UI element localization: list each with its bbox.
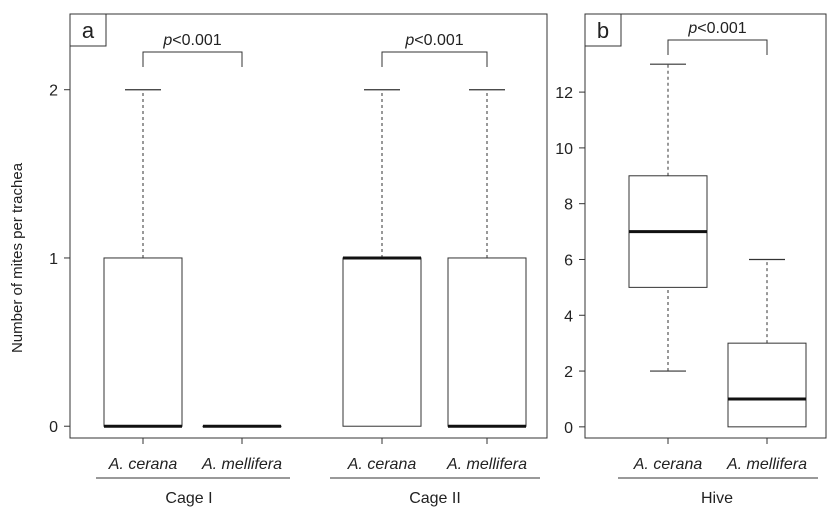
box-1 [103, 89, 183, 428]
panel-a: a 0 1 2 A. cerana A. mellifera A. cerana A. mel… [49, 13, 548, 507]
y-tick-label: 1 [49, 251, 58, 268]
p-value-label: p<0.001 [404, 32, 463, 49]
x-tick-label: A. cerana [108, 456, 178, 473]
y-tick-label: 6 [564, 252, 573, 269]
x-tick-label: A. mellifera [726, 456, 807, 473]
panel-label-box [69, 13, 107, 47]
box-body [727, 342, 807, 428]
box-2 [202, 424, 282, 428]
box-body [103, 257, 183, 427]
group-label: Cage I [165, 490, 212, 507]
box-3 [342, 89, 422, 427]
significance-bracket [142, 51, 243, 67]
panel-label: a [82, 18, 95, 43]
y-tick-label: 10 [555, 141, 573, 158]
y-tick-label: 2 [49, 83, 58, 100]
plot-frame [69, 13, 548, 439]
y-tick-label: 4 [564, 308, 573, 325]
box-2 [727, 258, 807, 428]
box-body [447, 257, 527, 427]
x-tick-label: A. cerana [633, 456, 703, 473]
group-label: Cage II [409, 490, 461, 507]
panel-label-box [584, 13, 622, 47]
y-tick-label: 0 [49, 419, 58, 436]
box-body [342, 257, 422, 427]
plot-frame [584, 13, 827, 439]
y-tick-label: 8 [564, 197, 573, 214]
significance-bracket [667, 39, 768, 55]
p-value-label: p<0.001 [687, 20, 746, 37]
box-4 [447, 89, 527, 428]
panel-b: b 0 2 4 6 8 10 12 A. cerana A. mellifera Hive p<0.0… [555, 13, 827, 507]
panel-label: b [597, 18, 609, 43]
y-axis-label: Number of mites per trachea [9, 162, 26, 353]
y-tick-label: 0 [564, 420, 573, 437]
box-1 [628, 63, 708, 372]
x-tick-label: A. cerana [347, 456, 417, 473]
x-tick-label: A. mellifera [201, 456, 282, 473]
y-tick-label: 2 [564, 364, 573, 381]
significance-bracket [381, 51, 488, 67]
p-value-label: p<0.001 [162, 32, 221, 49]
y-tick-label: 12 [555, 85, 573, 102]
group-label: Hive [701, 490, 733, 507]
x-tick-label: A. mellifera [446, 456, 527, 473]
